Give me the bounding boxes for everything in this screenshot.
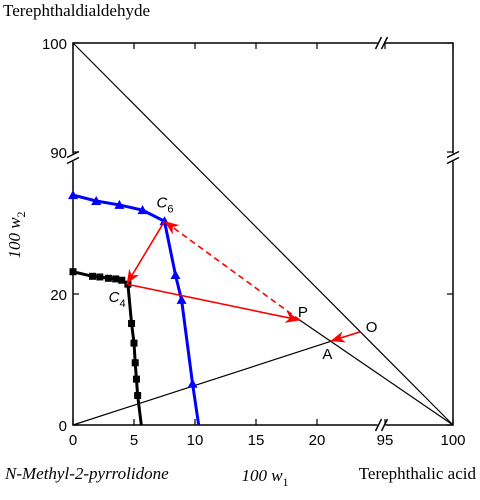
axis-break-gap [377, 40, 386, 46]
point-label: C6 [157, 194, 174, 215]
marker [69, 268, 77, 276]
axis-break-gap [377, 422, 386, 428]
axis-break-mark [446, 150, 460, 159]
axis-break-gap [70, 153, 76, 162]
arrow [164, 220, 301, 321]
y-axis-label: 100 w2 [5, 211, 28, 258]
marker [96, 273, 104, 281]
tie-line [72, 331, 360, 426]
marker [137, 205, 148, 215]
marker [170, 270, 181, 280]
marker [112, 275, 120, 283]
corner-right: Terephthalic acid [359, 464, 477, 483]
point-label-text: P [298, 304, 308, 321]
point-label-text: C [109, 289, 120, 306]
x-tick-label: 0 [69, 432, 77, 449]
corner-left: N-Methyl-2-pyrrolidone [4, 464, 169, 483]
boundary-diagonal [72, 42, 454, 426]
x-axis-label: 100 w1 [241, 466, 288, 489]
arrow [126, 283, 301, 323]
y-tick-label: 90 [50, 145, 67, 162]
x-tick-label: 100 [440, 432, 465, 449]
y-tick-label: 100 [42, 36, 67, 53]
point-label: P [298, 304, 308, 321]
point-label: C4 [109, 289, 126, 310]
axis-break-mark [374, 36, 383, 50]
point-label-sub: 4 [120, 298, 126, 310]
series-line [72, 270, 143, 426]
x-label-text: 100 w [241, 466, 283, 485]
x-tick-label: 20 [309, 432, 326, 449]
plot-frame [72, 42, 454, 426]
point-label-text: C [157, 194, 168, 211]
marker [114, 199, 125, 209]
marker [134, 392, 142, 400]
axis-break-mark [446, 156, 460, 165]
axis-break-mark [66, 156, 80, 165]
tie-line [299, 319, 454, 426]
x-tick-label: 5 [130, 432, 138, 449]
point-label-sub: 6 [167, 203, 173, 215]
arrow [330, 331, 360, 343]
y-tick-label: 0 [59, 418, 67, 435]
x-tick-label: 10 [187, 432, 204, 449]
point-label-text: O [366, 319, 378, 336]
marker [187, 378, 198, 388]
y-label-sub: 2 [14, 211, 28, 217]
marker [128, 319, 136, 327]
marker [89, 272, 97, 280]
y-tick-label: 20 [50, 287, 67, 304]
y-label-text: 100 w [5, 217, 24, 259]
marker [68, 190, 78, 200]
marker [118, 276, 126, 284]
marker [131, 359, 139, 367]
marker [104, 274, 112, 282]
marker [130, 339, 138, 347]
axis-break-mark [374, 418, 383, 432]
marker [176, 294, 187, 304]
point-label: A [322, 346, 332, 363]
x-tick-label: 95 [377, 432, 394, 449]
marker [91, 195, 102, 205]
marker [132, 375, 140, 383]
arrow [125, 220, 166, 285]
point-label: O [366, 319, 378, 336]
point-label-text: A [322, 346, 332, 363]
axis-break-gap [450, 153, 456, 162]
x-label-sub: 1 [283, 475, 289, 489]
x-tick-label: 15 [248, 432, 265, 449]
corner-top: Terephthaldialdehyde [3, 1, 150, 20]
